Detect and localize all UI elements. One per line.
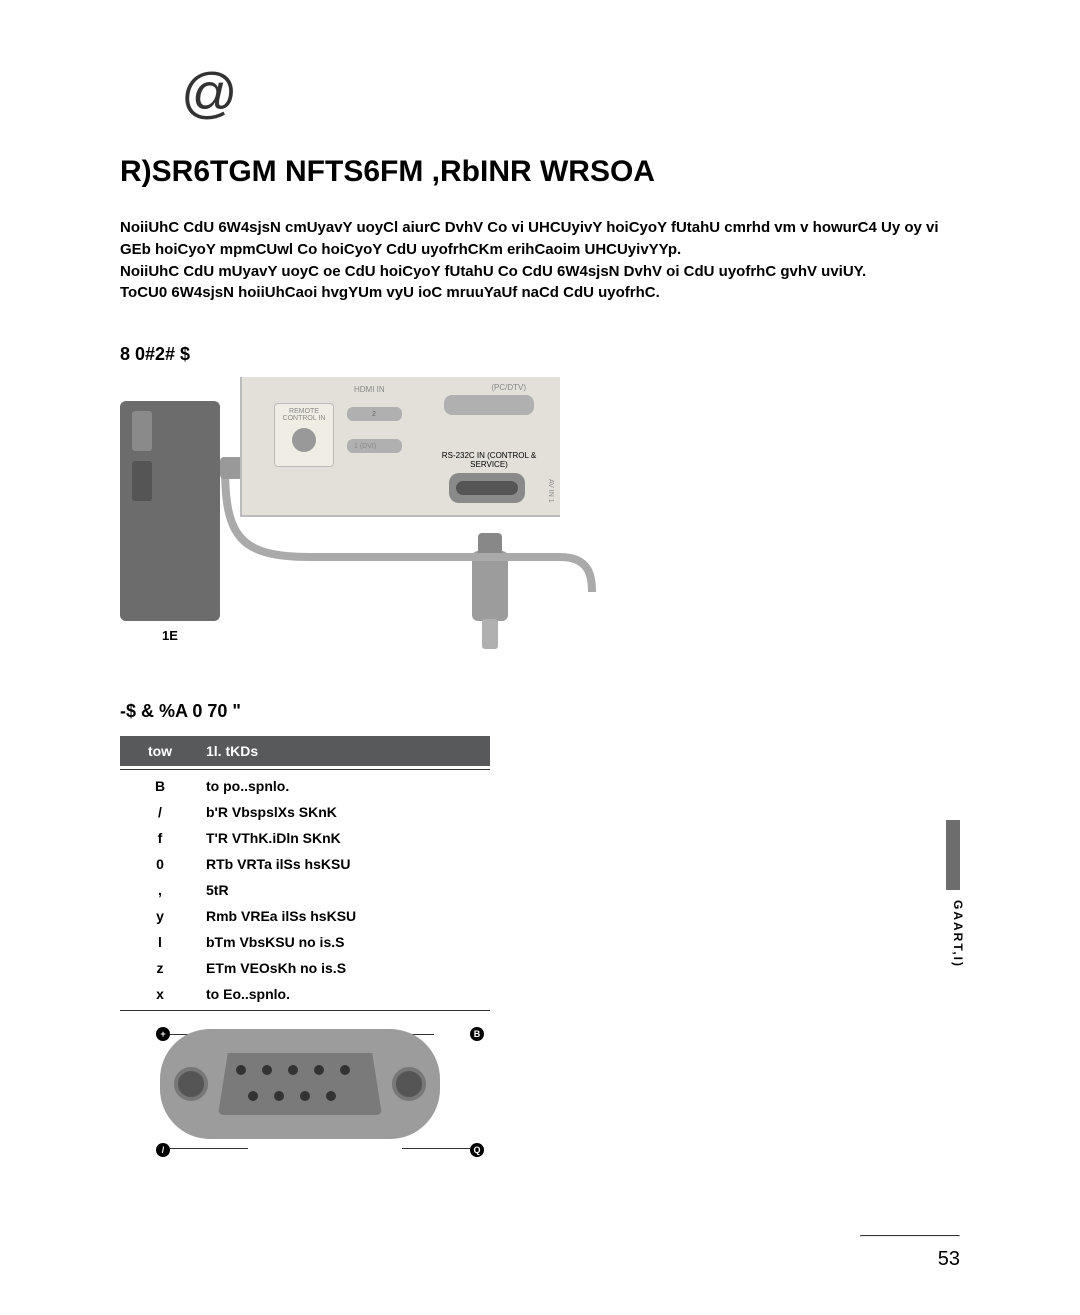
avin-label: AV IN 1: [547, 479, 554, 503]
tv-back-panel: HDMI IN REMOTE CONTROL IN (PC/DTV) 2 1 (…: [240, 377, 560, 517]
pin-number: z: [120, 960, 200, 976]
pin-name: to Eo..spnlo.: [200, 986, 490, 1002]
hdmi-label: HDMI IN: [354, 385, 385, 394]
pin-number: x: [120, 986, 200, 1002]
slot2-label: 2: [372, 411, 376, 418]
table-row: zETm VEOsKh no is.S: [120, 955, 490, 981]
pin-number: /: [120, 804, 200, 820]
pc-illustration: 1E: [120, 401, 220, 621]
dsub-connector-diagram: B Q / +: [160, 1029, 480, 1169]
side-tab: [946, 820, 960, 890]
page-number: 53: [938, 1248, 960, 1271]
pin-number: 0: [120, 856, 200, 872]
dvi-label: 1 (DVI): [354, 443, 376, 450]
divider: [120, 769, 490, 770]
pin-name: 5tR: [200, 882, 490, 898]
pin-table-body: Bto po..spnlo./b'R VbspslXs SKnKfT'R VTh…: [120, 773, 960, 1007]
pin-number: ,: [120, 882, 200, 898]
dsub-body: [160, 1029, 440, 1139]
pin-table-header: tow 1l. tKDs: [120, 736, 490, 766]
side-section-label: GAART,I): [951, 900, 965, 968]
pin-name: T'R VThK.iDln SKnK: [200, 830, 490, 846]
pin-header-no: tow: [120, 743, 200, 759]
pin-number: l: [120, 934, 200, 950]
pin-area: [218, 1053, 382, 1115]
pin-number: f: [120, 830, 200, 846]
table-row: xto Eo..spnlo.: [120, 981, 490, 1007]
table-row: yRmb VREa ilSs hsKSU: [120, 903, 490, 929]
pin-name: bTm VbsKSU no is.S: [200, 934, 490, 950]
config-heading: -$ & %A 0 70 ": [120, 701, 960, 722]
pin-number: B: [120, 778, 200, 794]
pin-name: RTb VRTa ilSs hsKSU: [200, 856, 490, 872]
screw-icon: [392, 1067, 426, 1101]
pin-number: y: [120, 908, 200, 924]
serial-port: [449, 473, 525, 503]
table-row: fT'R VThK.iDln SKnK: [120, 825, 490, 851]
serial-port-label: RS-232C IN (CONTROL & SERVICE): [434, 451, 544, 469]
callout-q: Q: [470, 1143, 484, 1157]
table-row: lbTm VbsKSU no is.S: [120, 929, 490, 955]
setup-heading: 8 0#2# $: [120, 344, 960, 365]
connection-diagram: 1E HDMI IN REMOTE CONTROL IN (PC/DTV) 2 …: [120, 377, 960, 677]
pc-label: 1E: [120, 628, 220, 643]
table-row: Bto po..spnlo.: [120, 773, 490, 799]
pin-header-name: 1l. tKDs: [200, 743, 490, 759]
callout-b: B: [470, 1027, 484, 1041]
pin-name: Rmb VREa ilSs hsKSU: [200, 908, 490, 924]
remote-label: REMOTE CONTROL IN: [283, 408, 326, 422]
table-row: 0RTb VRTa ilSs hsKSU: [120, 851, 490, 877]
callout-slash: /: [156, 1143, 170, 1157]
callout-plus: +: [156, 1027, 170, 1041]
at-symbol: @: [180, 60, 960, 125]
pin-name: ETm VEOsKh no is.S: [200, 960, 490, 976]
divider: [120, 1010, 490, 1011]
page-title: R)SR6TGM NFTS6FM ,RbINR WRSOA: [120, 155, 960, 189]
remote-control-port: REMOTE CONTROL IN: [274, 403, 334, 467]
footer-rule: [860, 1235, 960, 1237]
description-text: NoiiUhC CdU 6W4sjsN cmUyavY uoyCl aiurC …: [120, 217, 960, 304]
table-row: ,5tR: [120, 877, 490, 903]
pcdtv-label: (PC/DTV): [491, 383, 526, 392]
pin-name: to po..spnlo.: [200, 778, 490, 794]
table-row: /b'R VbspslXs SKnK: [120, 799, 490, 825]
screw-icon: [174, 1067, 208, 1101]
pin-name: b'R VbspslXs SKnK: [200, 804, 490, 820]
rgb-port: [444, 395, 534, 415]
